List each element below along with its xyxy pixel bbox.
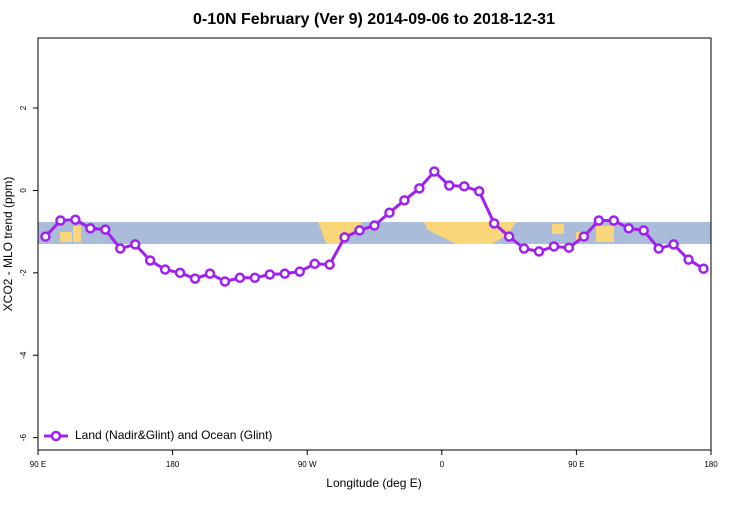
legend-label: Land (Nadir&Glint) and Ocean (Glint) (75, 428, 272, 442)
data-point (219, 276, 231, 287)
data-point (129, 239, 141, 250)
x-tick-label: 90 W (298, 460, 317, 469)
data-point (40, 231, 51, 242)
data-point (518, 243, 530, 254)
data-point (578, 231, 590, 242)
data-point (414, 183, 425, 194)
data-point (324, 259, 335, 270)
x-axis-label: Longitude (deg E) (326, 476, 421, 490)
data-point (399, 195, 410, 206)
data-point (100, 224, 111, 235)
data-point (369, 220, 380, 231)
y-axis-label: XCO2 - MLO trend (ppm) (1, 177, 15, 312)
x-tick-label: 180 (166, 460, 180, 469)
data-point (279, 268, 291, 279)
data-point (503, 231, 515, 242)
y-tick-label: 0 (19, 188, 28, 193)
data-point (668, 239, 679, 250)
x-tick-label: 0 (440, 460, 445, 469)
data-point (174, 267, 186, 279)
data-point (204, 268, 216, 279)
data-point (55, 215, 66, 226)
data-point (563, 242, 575, 253)
y-tick-label: -4 (19, 351, 28, 359)
data-point (85, 223, 96, 234)
data-point (234, 272, 246, 284)
data-point (683, 254, 694, 265)
data-point (354, 225, 365, 236)
legend-marker (50, 430, 62, 442)
data-point (593, 215, 605, 226)
data-point (533, 246, 545, 257)
data-point (249, 272, 261, 284)
data-point (189, 273, 201, 284)
data-point (264, 269, 276, 280)
data-point (144, 255, 156, 266)
plot-frame (37, 37, 712, 451)
data-point (638, 225, 649, 236)
chart-title: 0-10N February (Ver 9) 2014-09-06 to 201… (193, 11, 555, 28)
data-point (458, 181, 470, 192)
y-tick-label: -2 (19, 269, 28, 277)
data-point (473, 186, 485, 197)
data-point (70, 214, 81, 225)
data-point (548, 241, 560, 252)
x-tick-label: 90 E (30, 460, 46, 469)
data-point (384, 207, 395, 218)
data-point (115, 243, 126, 254)
data-point (488, 218, 500, 229)
data-point (623, 223, 634, 234)
data-point (159, 264, 171, 275)
data-point (294, 266, 305, 277)
y-tick-label: -6 (19, 434, 28, 442)
data-point (608, 215, 620, 226)
data-point (339, 232, 350, 243)
data-point (309, 258, 320, 270)
data-point (698, 263, 709, 274)
data-point (429, 166, 440, 177)
y-tick-label: 2 (19, 105, 28, 110)
data-point (444, 180, 455, 191)
x-tick-label: 180 (704, 460, 718, 469)
x-tick-label: 90 E (568, 460, 584, 469)
data-point (653, 243, 664, 254)
